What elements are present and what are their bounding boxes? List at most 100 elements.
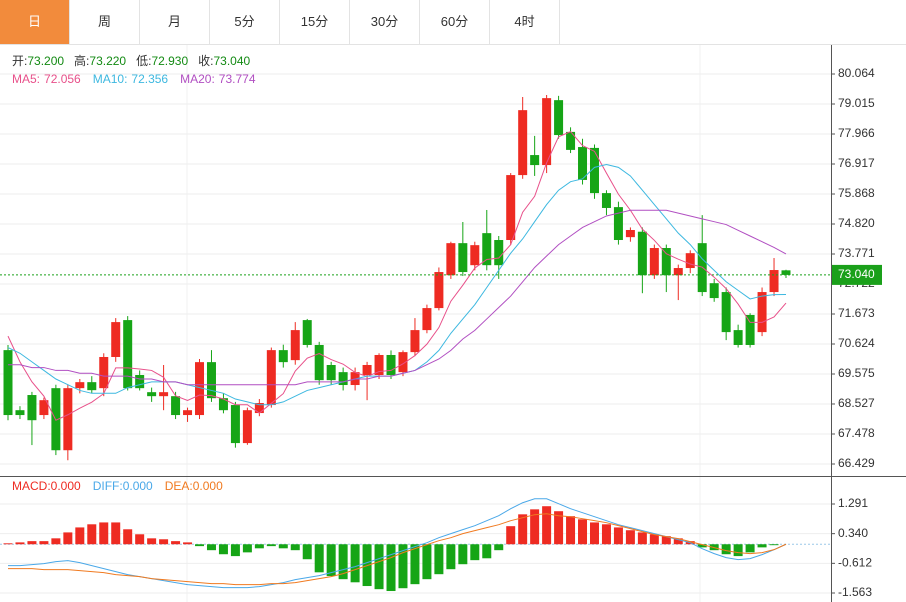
candle-body [661, 248, 671, 276]
macd-bar [254, 544, 264, 549]
ma-line [7, 131, 787, 421]
candle-body [721, 292, 731, 333]
candle-body [230, 405, 240, 444]
y-tick-label: 76.917 [838, 156, 875, 170]
macd-bar [434, 544, 444, 575]
macd-bar [63, 532, 73, 545]
candle-body [159, 392, 169, 397]
ohlc-value: 73.220 [89, 54, 126, 68]
macd-bar [482, 544, 492, 559]
candle-body [745, 314, 755, 345]
candle-body [769, 270, 779, 293]
macd-bar [278, 544, 288, 549]
ma-name: MA20: [180, 72, 215, 86]
y-tick-label: -1.563 [838, 585, 872, 599]
macd-bar [566, 516, 576, 545]
macd-bar [721, 544, 731, 555]
y-tick-label: 67.478 [838, 426, 875, 440]
y-tick-label: 74.820 [838, 216, 875, 230]
macd-name: DEA: [165, 479, 193, 493]
y-tick-label: 70.624 [838, 336, 875, 350]
ma-name: MA10: [93, 72, 128, 86]
macd-bar [111, 522, 121, 545]
macd-bar [39, 541, 49, 545]
candle-body [566, 131, 576, 150]
macd-bar [733, 544, 743, 557]
period-tab[interactable]: 15分 [280, 0, 350, 44]
candle-body [482, 233, 492, 266]
macd-bar [135, 534, 145, 545]
period-tab[interactable]: 月 [140, 0, 210, 44]
macd-bar [494, 544, 504, 551]
y-tick-label: 1.291 [838, 496, 868, 510]
candle-body [290, 330, 300, 361]
ohlc-value: 72.930 [151, 54, 188, 68]
period-tab[interactable]: 日 [0, 0, 70, 44]
candle-body [506, 175, 516, 241]
period-tab[interactable]: 周 [70, 0, 140, 44]
candle-body [494, 240, 504, 266]
macd-bar [542, 506, 552, 545]
macd-bar [3, 543, 13, 545]
ma-line [8, 209, 787, 386]
macd-bar [769, 544, 779, 546]
candle-body [87, 382, 97, 391]
macd-value: 0.000 [123, 479, 153, 493]
last-price-box [832, 264, 882, 285]
candle-body [446, 243, 456, 276]
candle-body [171, 396, 181, 416]
candle-body [314, 344, 324, 381]
y-tick-label: 80.064 [838, 66, 875, 80]
macd-bar [410, 544, 420, 585]
candle-body [601, 193, 611, 208]
period-tab[interactable]: 30分 [350, 0, 420, 44]
candle-body [386, 354, 396, 376]
macd-bar [338, 544, 348, 580]
macd-bar [589, 522, 599, 545]
candle-body [613, 207, 623, 241]
candle-body [242, 410, 252, 444]
period-tab[interactable]: 4时 [490, 0, 560, 44]
macd-bar [27, 541, 37, 545]
candle-body [326, 364, 336, 381]
macd-bar [218, 544, 228, 555]
y-tick-label: 79.015 [838, 96, 875, 110]
y-tick-label: -0.612 [838, 556, 872, 570]
candle-body [147, 392, 157, 397]
candle-body [709, 283, 719, 299]
candle-body [63, 388, 73, 451]
macd-line [8, 513, 787, 586]
macd-bar [697, 544, 707, 548]
y-tick-label: 77.966 [838, 126, 875, 140]
period-tab[interactable]: 60分 [420, 0, 490, 44]
ohlc-name: 低: [136, 54, 151, 68]
macd-bar [745, 544, 755, 553]
candle-body [195, 362, 205, 416]
macd-bar [386, 544, 396, 592]
ma-value: 72.356 [131, 72, 168, 86]
background [0, 45, 906, 602]
ohlc-value: 73.200 [27, 54, 64, 68]
candle-body [578, 147, 588, 180]
ohlc-name: 高: [74, 53, 89, 68]
period-tab[interactable]: 5分 [210, 0, 280, 44]
ohlc-value: 73.040 [213, 54, 250, 68]
macd-bar [625, 530, 635, 545]
macd-bar [290, 544, 300, 551]
candle-body [470, 245, 480, 266]
y-tick-label: 68.527 [838, 396, 875, 410]
candle-body [27, 395, 37, 421]
candle-body [589, 147, 599, 194]
ma-value: 72.056 [44, 72, 81, 86]
candle-body [266, 350, 276, 406]
candle-body [75, 382, 85, 389]
ohlc-legend: 开:73.200 高:73.220 低:72.930 收:73.040 [12, 53, 251, 68]
macd-bar [171, 541, 181, 545]
candle-body [781, 270, 791, 275]
macd-bar [578, 519, 588, 545]
macd-bar [195, 544, 205, 547]
y-tick-label: 73.771 [838, 246, 875, 260]
macd-name: DIFF: [93, 479, 123, 493]
candle-body [278, 350, 288, 363]
